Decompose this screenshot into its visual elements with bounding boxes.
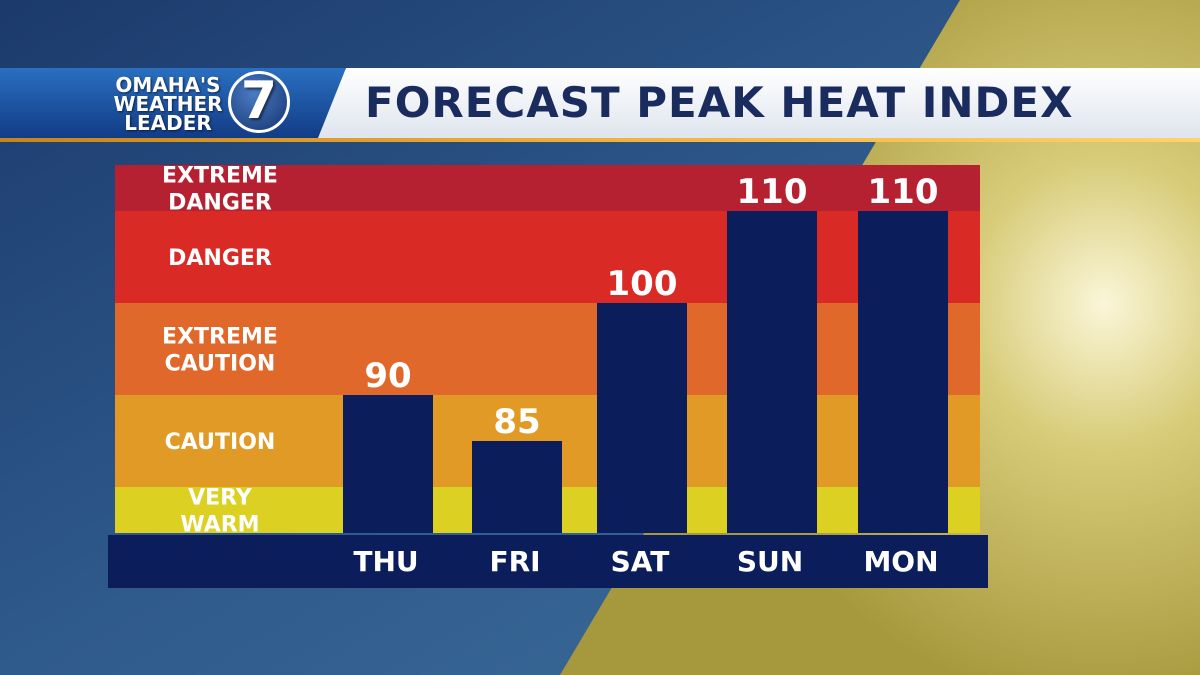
bar-sat	[597, 303, 687, 533]
zone-label: EXTREME	[162, 325, 278, 350]
station-logo-text: OMAHA'S WEATHER LEADER	[112, 73, 224, 135]
channel-number: 7	[240, 71, 278, 131]
zone-label: CAUTION	[165, 352, 276, 377]
zone-label: DANGER	[168, 246, 272, 271]
data-label: 110	[868, 172, 939, 212]
zone-label: WARM	[180, 513, 259, 538]
channel-7-logo-icon	[228, 71, 290, 133]
zone-label: CAUTION	[165, 430, 276, 455]
tick-label: MON	[863, 545, 938, 578]
bar-fri	[472, 441, 562, 533]
zone-band-2	[115, 303, 980, 395]
category-axis-strip	[108, 535, 988, 588]
logo-line-1: OMAHA'S	[115, 73, 221, 97]
bar-sun	[727, 211, 817, 533]
zone-label: EXTREME	[162, 164, 278, 189]
tick-label: FRI	[489, 545, 540, 578]
logo-line-3: LEADER	[124, 111, 212, 135]
tick-label: SUN	[737, 545, 803, 578]
bar-thu	[343, 395, 433, 533]
bar-mon	[858, 211, 948, 533]
data-label: 110	[737, 172, 808, 212]
page-title: FORECAST PEAK HEAT INDEX	[365, 78, 1074, 127]
zone-band-3	[115, 211, 980, 303]
data-label: 90	[364, 356, 411, 396]
data-label: 85	[493, 402, 540, 442]
zone-label: DANGER	[168, 191, 272, 216]
tick-label: THU	[353, 545, 418, 578]
header-divider	[0, 138, 1200, 142]
data-label: 100	[607, 264, 678, 304]
title-banner	[318, 68, 1200, 138]
zone-band-4	[115, 165, 980, 211]
zone-label: VERY	[188, 486, 253, 511]
tick-label: SAT	[611, 545, 670, 578]
logo-line-2: WEATHER	[113, 92, 223, 116]
